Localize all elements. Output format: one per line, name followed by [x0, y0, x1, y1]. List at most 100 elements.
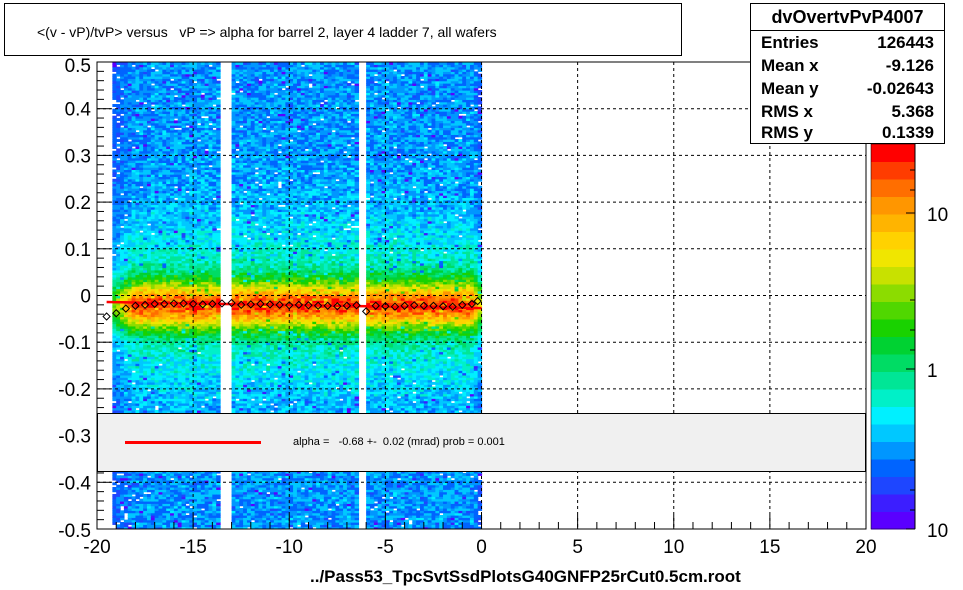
- heatmap-cell: [181, 323, 187, 327]
- heatmap-cell: [150, 370, 156, 374]
- heatmap-cell: [135, 134, 140, 138]
- heatmap-cell: [196, 316, 202, 320]
- heatmap-cell: [189, 311, 194, 315]
- heatmap-cell: [158, 183, 163, 187]
- heatmap-cell: [162, 514, 167, 518]
- heatmap-cell: [177, 99, 183, 103]
- heatmap-cell: [208, 288, 213, 292]
- heatmap-cell: [158, 213, 163, 217]
- heatmap-cell: [200, 517, 206, 521]
- heatmap-cell: [162, 108, 167, 112]
- heatmap-cell: [158, 386, 163, 390]
- heatmap-cell: [181, 493, 187, 497]
- heatmap-cell: [154, 237, 160, 241]
- heatmap-cell: [162, 209, 167, 213]
- heatmap-cell: [127, 258, 133, 262]
- heatmap-cell: [146, 127, 152, 131]
- heatmap-cell: [177, 253, 183, 257]
- heatmap-cell: [154, 295, 160, 299]
- heatmap-cell: [193, 484, 198, 488]
- heatmap-cell: [112, 162, 117, 166]
- heatmap-cell: [200, 477, 206, 481]
- heatmap-cell: [173, 279, 179, 283]
- heatmap-cell: [127, 472, 133, 476]
- heatmap-cell: [116, 370, 121, 374]
- heatmap-cell: [139, 505, 144, 509]
- heatmap-cell: [120, 311, 125, 315]
- heatmap-cell: [158, 97, 163, 100]
- heatmap-cell: [204, 274, 210, 278]
- heatmap-cell: [181, 489, 187, 493]
- heatmap-cell: [127, 477, 133, 481]
- heatmap-cell: [158, 349, 163, 353]
- heatmap-cell: [162, 269, 167, 273]
- heatmap-cell: [170, 195, 175, 199]
- heatmap-cell: [123, 62, 129, 65]
- heatmap-cell: [200, 218, 206, 222]
- heatmap-cell: [181, 477, 187, 481]
- heatmap-cell: [116, 307, 121, 311]
- heatmap-cell: [150, 377, 156, 381]
- heatmap-cell: [158, 367, 163, 371]
- heatmap-cell: [112, 197, 117, 201]
- heatmap-cell: [166, 204, 171, 208]
- heatmap-cell: [193, 267, 198, 271]
- heatmap-cell: [204, 129, 210, 133]
- heatmap-cell: [123, 286, 129, 290]
- heatmap-cell: [112, 393, 117, 397]
- heatmap-cell: [196, 220, 202, 224]
- heatmap-cell: [150, 122, 156, 126]
- heatmap-cell: [116, 318, 121, 322]
- heatmap-cell: [135, 255, 140, 259]
- heatmap-cell: [189, 470, 194, 474]
- heatmap-cell: [177, 162, 183, 166]
- heatmap-cell: [116, 118, 121, 121]
- heatmap-cell: [127, 407, 133, 411]
- heatmap-cell: [143, 160, 148, 164]
- heatmap-cell: [189, 197, 194, 201]
- heatmap-cell: [139, 115, 144, 119]
- heatmap-cell: [162, 500, 167, 504]
- heatmap-cell: [208, 384, 213, 388]
- heatmap-cell: [150, 402, 156, 406]
- heatmap-cell: [139, 342, 144, 346]
- heatmap-cell: [196, 211, 202, 215]
- heatmap-cell: [200, 71, 206, 75]
- heatmap-cell: [131, 400, 137, 404]
- heatmap-cell: [193, 150, 198, 154]
- heatmap-cell: [112, 496, 117, 500]
- heatmap-cell: [181, 358, 187, 362]
- heatmap-cell: [150, 204, 156, 208]
- heatmap-cell: [120, 223, 125, 227]
- heatmap-cell: [170, 220, 175, 224]
- heatmap-cell: [189, 290, 194, 294]
- heatmap-cell: [120, 524, 125, 528]
- heatmap-cell: [193, 367, 198, 371]
- heatmap-cell: [154, 265, 160, 269]
- heatmap-cell: [177, 192, 183, 196]
- heatmap-cell: [154, 379, 160, 383]
- heatmap-cell: [139, 288, 144, 292]
- heatmap-cell: [193, 307, 198, 311]
- heatmap-cell: [127, 302, 133, 306]
- heatmap-cell: [162, 398, 167, 402]
- heatmap-cell: [189, 115, 194, 119]
- heatmap-cell: [166, 353, 171, 357]
- heatmap-cell: [185, 351, 190, 355]
- heatmap-cell: [181, 283, 187, 287]
- heatmap-cell: [127, 216, 133, 220]
- heatmap-cell: [150, 367, 156, 371]
- heatmap-cell: [200, 78, 206, 82]
- heatmap-cell: [166, 241, 171, 245]
- heatmap-cell: [127, 526, 133, 529]
- heatmap-cell: [139, 94, 144, 98]
- heatmap-cell: [127, 402, 133, 406]
- heatmap-cell: [162, 132, 167, 135]
- heatmap-cell: [204, 344, 210, 348]
- heatmap-cell: [120, 129, 125, 133]
- heatmap-cell: [181, 127, 187, 131]
- heatmap-cell: [127, 183, 133, 187]
- heatmap-cell: [173, 400, 179, 404]
- heatmap-cell: [189, 239, 194, 243]
- heatmap-cell: [127, 363, 133, 367]
